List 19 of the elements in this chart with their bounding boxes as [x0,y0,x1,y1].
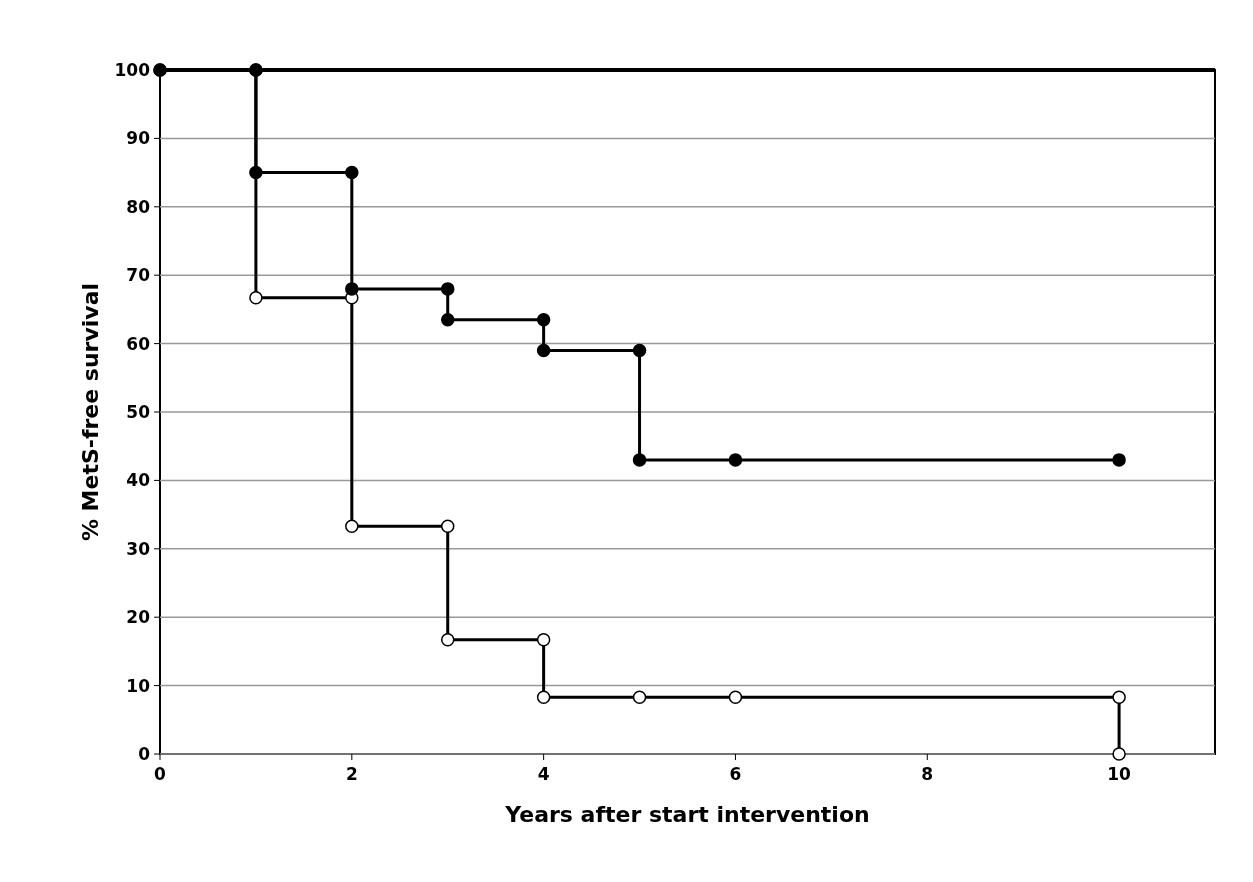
y-tick-label: 90 [126,128,151,149]
x-axis-title: Years after start intervention [504,802,870,827]
x-tick-label: 8 [921,764,934,784]
x-tick-label: 6 [729,764,742,784]
x-tick-label: 0 [154,764,167,784]
y-tick-label: 80 [126,196,151,217]
y-tick-label: 30 [126,538,151,559]
y-tick-label: 50 [126,401,151,422]
y-tick-label: 100 [114,59,151,80]
y-tick-label: 60 [126,333,151,354]
y-tick-label: 0 [138,743,151,764]
y-tick-label: 20 [126,607,151,628]
y-axis-title: % MetS-free survival [78,282,103,542]
x-tick-label: 2 [345,764,358,784]
x-tick-label: 10 [1107,764,1132,784]
y-tick-label: 40 [126,470,151,491]
x-tick-label: 4 [537,764,550,784]
y-tick-label: 70 [126,265,151,286]
y-tick-label: 10 [126,675,151,696]
